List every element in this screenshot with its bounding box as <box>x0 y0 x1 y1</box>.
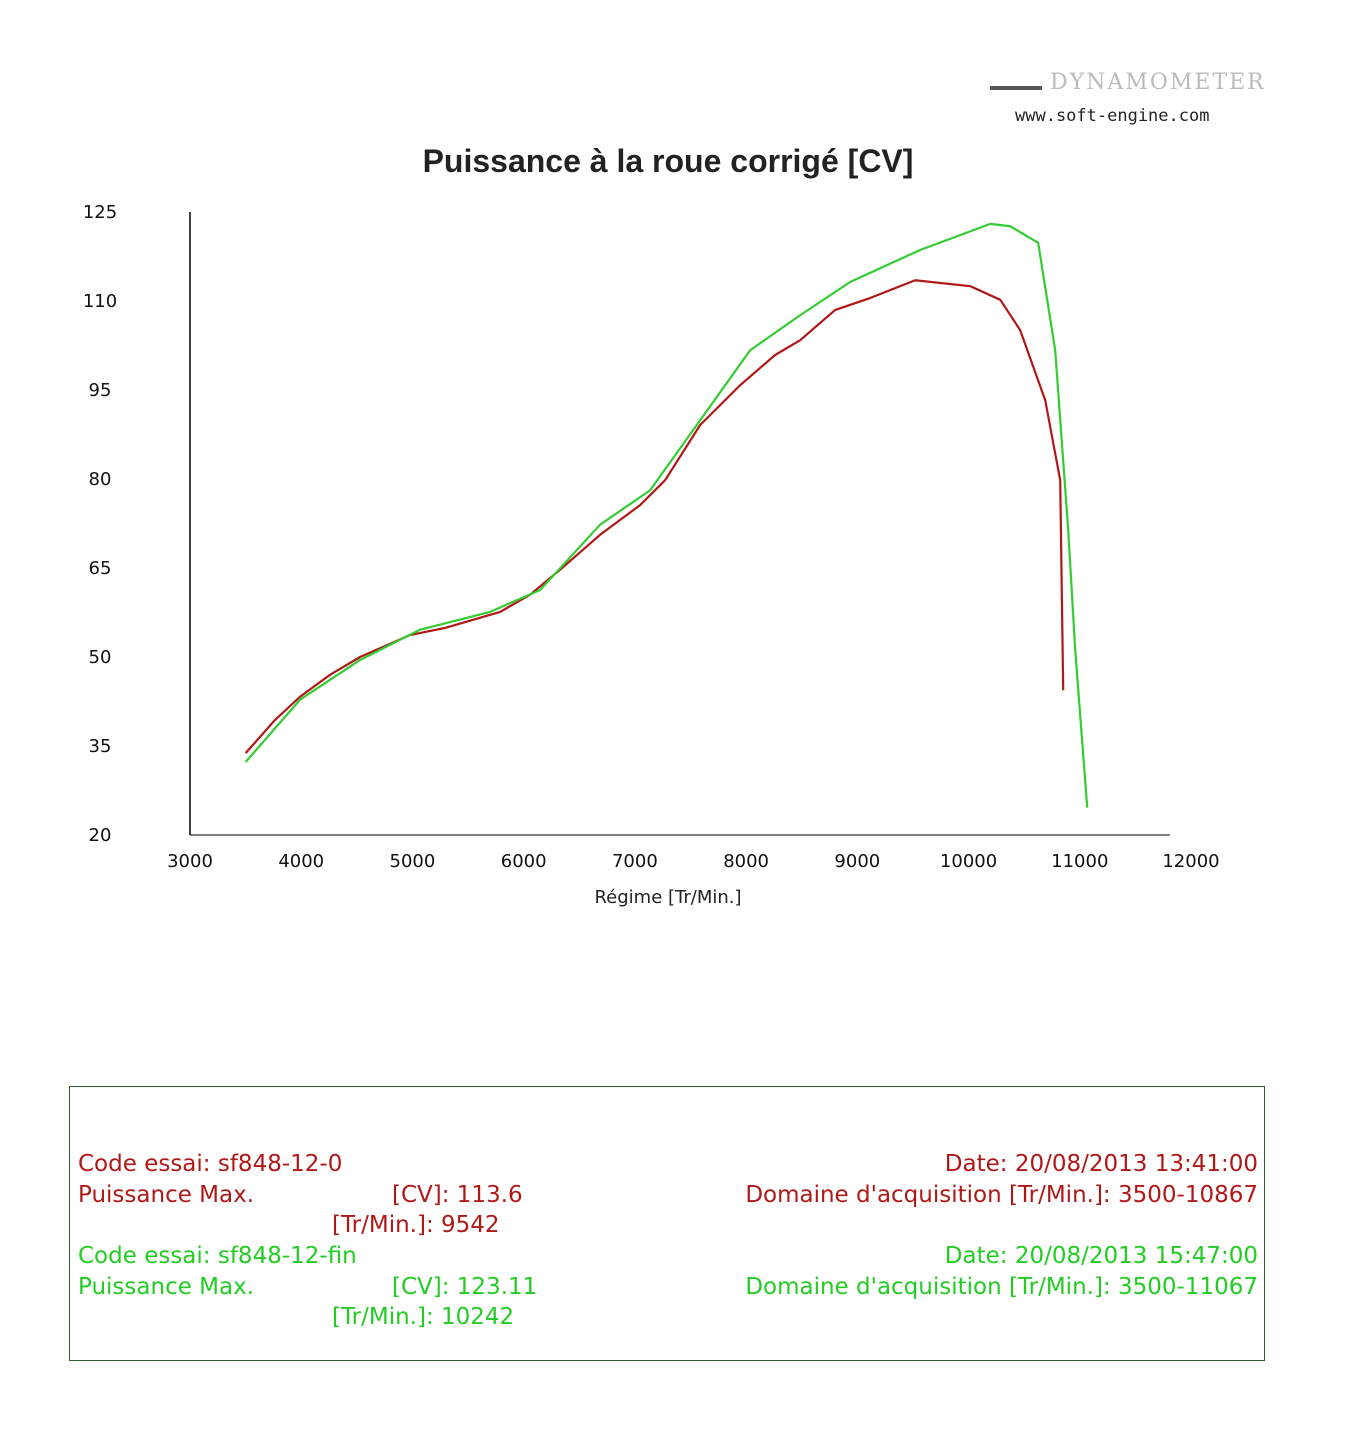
green-max-power-value: [CV]: 123.11 <box>392 1274 538 1300</box>
x-tick-label: 9000 <box>834 851 880 872</box>
website-url: www.soft-engine.com <box>1015 106 1210 126</box>
y-tick-label: 95 <box>89 380 112 401</box>
y-tick-label: 80 <box>89 469 112 490</box>
red-date: Date: 20/08/2013 13:41:00 <box>944 1151 1258 1177</box>
y-tick-label: 65 <box>89 558 112 579</box>
brand-logo: DYNAMOMETER <box>1050 70 1266 95</box>
x-tick-label: 6000 <box>501 851 547 872</box>
red-max-power-rpm: [Tr/Min.]: 9542 <box>332 1212 500 1238</box>
chart-title: Puissance à la roue corrigé [CV] <box>423 143 914 179</box>
power-chart: Puissance à la roue corrigé [CV] Régime … <box>83 143 1220 908</box>
green-date: Date: 20/08/2013 15:47:00 <box>944 1243 1258 1269</box>
x-axis-label: Régime [Tr/Min.] <box>594 887 741 908</box>
x-tick-label: 3000 <box>167 851 213 872</box>
y-tick-label: 50 <box>89 647 112 668</box>
x-tick-label: 11000 <box>1051 851 1108 872</box>
green-test-code: Code essai: sf848-12-fin <box>78 1243 357 1269</box>
red-test-code: Code essai: sf848-12-0 <box>78 1151 343 1177</box>
x-tick-label: 8000 <box>723 851 769 872</box>
x-tick-label: 12000 <box>1162 851 1219 872</box>
legend-box: Code essai: sf848-12-0 Puissance Max. [C… <box>69 1086 1265 1361</box>
brand-logo-bar <box>990 86 1042 90</box>
red-acquisition-range: Domaine d'acquisition [Tr/Min.]: 3500-10… <box>745 1182 1258 1208</box>
x-tick-label: 4000 <box>278 851 324 872</box>
y-tick-label: 110 <box>83 291 117 312</box>
red-max-power-value: [CV]: 113.6 <box>392 1182 523 1208</box>
red-max-power-label: Puissance Max. <box>78 1182 255 1208</box>
green-max-power-rpm: [Tr/Min.]: 10242 <box>332 1304 515 1330</box>
x-tick-label: 7000 <box>612 851 658 872</box>
x-tick-label: 10000 <box>940 851 997 872</box>
green-max-power-label: Puissance Max. <box>78 1274 255 1300</box>
y-tick-label: 35 <box>89 736 112 757</box>
y-tick-label: 20 <box>89 825 112 846</box>
green-acquisition-range: Domaine d'acquisition [Tr/Min.]: 3500-11… <box>745 1274 1258 1300</box>
x-tick-label: 5000 <box>390 851 436 872</box>
series-line-red <box>244 279 1065 754</box>
series-line-green <box>244 222 1089 808</box>
y-tick-label: 125 <box>83 202 117 223</box>
